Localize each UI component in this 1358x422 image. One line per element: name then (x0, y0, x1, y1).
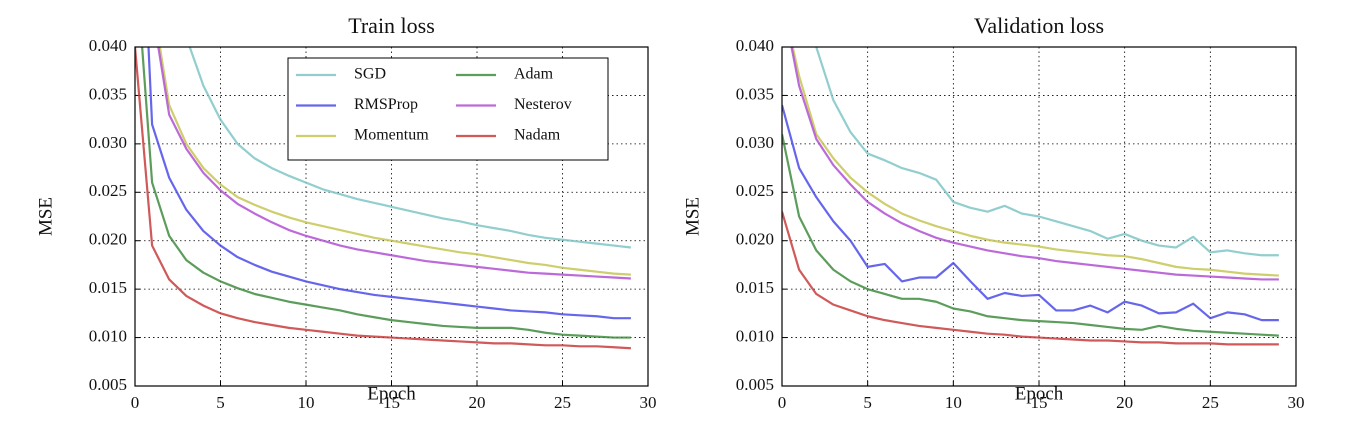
y-tick-label: 0.040 (736, 36, 774, 55)
axes-frame (134, 46, 649, 387)
x-tick-label: 5 (863, 393, 872, 412)
legend-label: RMSProp (354, 96, 418, 113)
y-tick-label: 0.010 (89, 326, 127, 345)
y-tick-label: 0.025 (736, 181, 774, 200)
x-tick-label: 15 (383, 393, 400, 412)
series-line (188, 47, 632, 249)
series-line (782, 133, 1279, 337)
series-line (782, 104, 1279, 322)
series-line (791, 47, 1279, 277)
series-line (782, 211, 1279, 346)
x-tick-label: 20 (469, 393, 486, 412)
x-axis-label: Epoch (367, 383, 416, 404)
x-tick-label: 15 (1031, 393, 1048, 412)
series-line (815, 47, 1279, 257)
x-tick-label: 20 (1116, 393, 1133, 412)
y-tick-label: 0.035 (736, 84, 774, 103)
series-line (157, 47, 631, 280)
x-axis-label: Epoch (1015, 383, 1064, 404)
y-tick-label: 0.020 (736, 230, 774, 249)
x-tick-label: 30 (1288, 393, 1305, 412)
plot-lines (782, 47, 1279, 346)
y-tick-label: 0.030 (89, 133, 127, 152)
x-tick-label: 25 (554, 393, 571, 412)
axes-frame (781, 46, 1297, 387)
y-tick-label: 0.005 (736, 375, 774, 394)
x-tick-label: 10 (945, 393, 962, 412)
legend-box (287, 57, 609, 161)
series-line (135, 47, 631, 350)
x-tick-label: 0 (778, 393, 787, 412)
y-tick-label: 0.030 (736, 133, 774, 152)
x-tick-label: 0 (131, 393, 140, 412)
y-tick-label: 0.015 (89, 278, 127, 297)
chart-title: Validation loss (974, 13, 1104, 38)
legend-label: Momentum (354, 127, 429, 144)
y-tick-label: 0.005 (89, 375, 127, 394)
y-axis-label: MSE (35, 197, 56, 236)
legend-label: Nadam (514, 127, 561, 144)
series-line (790, 47, 1279, 281)
y-tick-label: 0.015 (736, 278, 774, 297)
y-tick-label: 0.025 (89, 181, 127, 200)
legend-label: SGD (354, 66, 386, 83)
series-line (158, 47, 631, 276)
x-tick-label: 5 (216, 393, 225, 412)
y-tick-label: 0.035 (89, 84, 127, 103)
y-tick-label: 0.010 (736, 326, 774, 345)
y-tick-label: 0.040 (89, 36, 127, 55)
x-tick-label: 30 (640, 393, 657, 412)
x-tick-label: 10 (298, 393, 315, 412)
legend-label: Nesterov (514, 96, 572, 113)
series-line (141, 47, 631, 339)
x-tick-label: 25 (1202, 393, 1219, 412)
legend-label: Adam (514, 66, 554, 83)
plot-lines (135, 47, 632, 350)
chart-title: Train loss (348, 13, 435, 38)
series-line (147, 47, 631, 320)
y-axis-label: MSE (682, 197, 703, 236)
y-tick-label: 0.020 (89, 230, 127, 249)
